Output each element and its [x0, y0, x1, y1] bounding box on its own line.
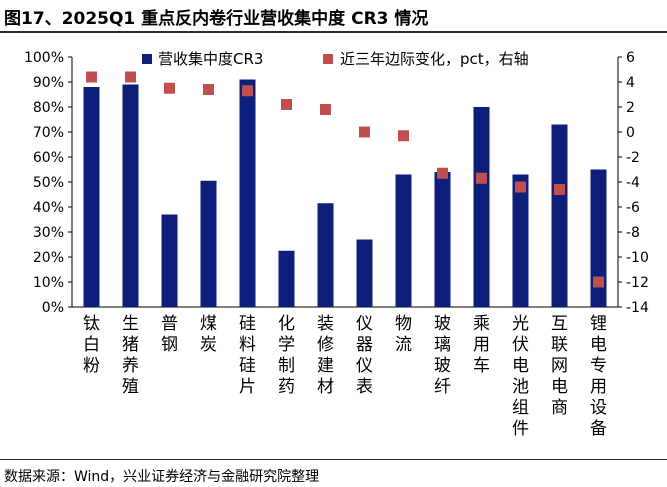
y-left-tick-label: 20% [33, 250, 64, 266]
marker-7 [359, 126, 370, 138]
marker-5 [281, 99, 292, 110]
x-tick-label: 仪器仪表 [356, 314, 373, 397]
y-right-tick-label: -12 [626, 275, 649, 291]
y-left-tick-label: 50% [33, 175, 64, 191]
y-right-tick-label: -2 [626, 150, 640, 166]
marker-6 [320, 104, 331, 115]
marker-1 [125, 71, 136, 83]
y-left-tick-label: 0% [42, 300, 64, 316]
bar-2 [161, 214, 178, 307]
x-tick-label: 玻璃玻纤 [434, 314, 451, 397]
marker-11 [515, 181, 526, 193]
marker-12 [554, 184, 565, 195]
legend-bar-swatch [142, 54, 152, 64]
x-tick-label: 光伏电池组件 [512, 314, 529, 439]
marker-10 [476, 172, 487, 184]
y-left-tick-label: 70% [33, 125, 64, 141]
footer-rule [0, 459, 667, 460]
title-rule [0, 31, 667, 33]
marker-2 [164, 82, 175, 94]
y-right-tick-label: 2 [626, 100, 635, 116]
y-left-tick-label: 10% [33, 275, 64, 291]
chart-title: 图17、2025Q1 重点反内卷行业营收集中度 CR3 情况 [4, 9, 429, 29]
y-left-tick-label: 30% [33, 225, 64, 241]
x-tick-label: 互联网电商 [551, 314, 568, 418]
y-right-tick-label: -6 [626, 200, 640, 216]
y-right-tick-label: 6 [626, 50, 635, 66]
bar-7 [356, 239, 373, 307]
y-left-tick-label: 40% [33, 200, 64, 216]
x-tick-label: 煤炭 [200, 314, 217, 355]
marker-3 [203, 84, 214, 95]
bar-10 [473, 107, 490, 307]
legend-marker-label: 近三年边际变化，pct，右轴 [340, 50, 529, 68]
bar-6 [317, 203, 334, 307]
bar-1 [122, 84, 139, 307]
x-tick-label: 普钢 [161, 314, 178, 355]
marker-8 [398, 130, 409, 142]
y-left-tick-label: 100% [24, 50, 64, 66]
bar-11 [512, 174, 529, 307]
bar-0 [83, 87, 100, 307]
x-tick-label: 钛白粉 [83, 314, 100, 376]
legend-marker-swatch [323, 54, 333, 64]
marker-0 [86, 71, 97, 83]
marker-4 [242, 85, 253, 97]
bar-12 [551, 124, 568, 307]
y-left-tick-label: 80% [33, 100, 64, 116]
bar-5 [278, 250, 295, 307]
bar-3 [200, 180, 217, 307]
bar-4 [239, 79, 256, 307]
legend-bar-label: 营收集中度CR3 [158, 50, 263, 68]
x-tick-label: 物流 [395, 314, 412, 355]
source-note: 数据来源：Wind，兴业证券经济与金融研究院整理 [4, 469, 320, 485]
x-tick-label: 装修建材 [317, 314, 334, 397]
y-right-tick-label: 4 [626, 75, 635, 91]
y-right-tick-label: -4 [626, 175, 640, 191]
y-left-tick-label: 90% [33, 75, 64, 91]
x-tick-label: 生猪养殖 [122, 314, 139, 397]
x-tick-label: 乘用车 [473, 314, 490, 376]
y-right-tick-label: -14 [626, 300, 649, 316]
bar-9 [434, 172, 451, 307]
bar-13 [590, 169, 607, 307]
marker-9 [437, 167, 448, 179]
y-right-tick-label: -8 [626, 225, 640, 241]
x-tick-label: 化学制药 [278, 314, 295, 397]
y-right-tick-label: -10 [626, 250, 649, 266]
x-tick-label: 硅料硅片 [239, 314, 256, 397]
x-tick-label: 锂电专用设备 [590, 314, 607, 439]
marker-13 [593, 276, 604, 288]
y-left-tick-label: 60% [33, 150, 64, 166]
bar-8 [395, 174, 412, 307]
y-right-tick-label: 0 [626, 125, 635, 141]
